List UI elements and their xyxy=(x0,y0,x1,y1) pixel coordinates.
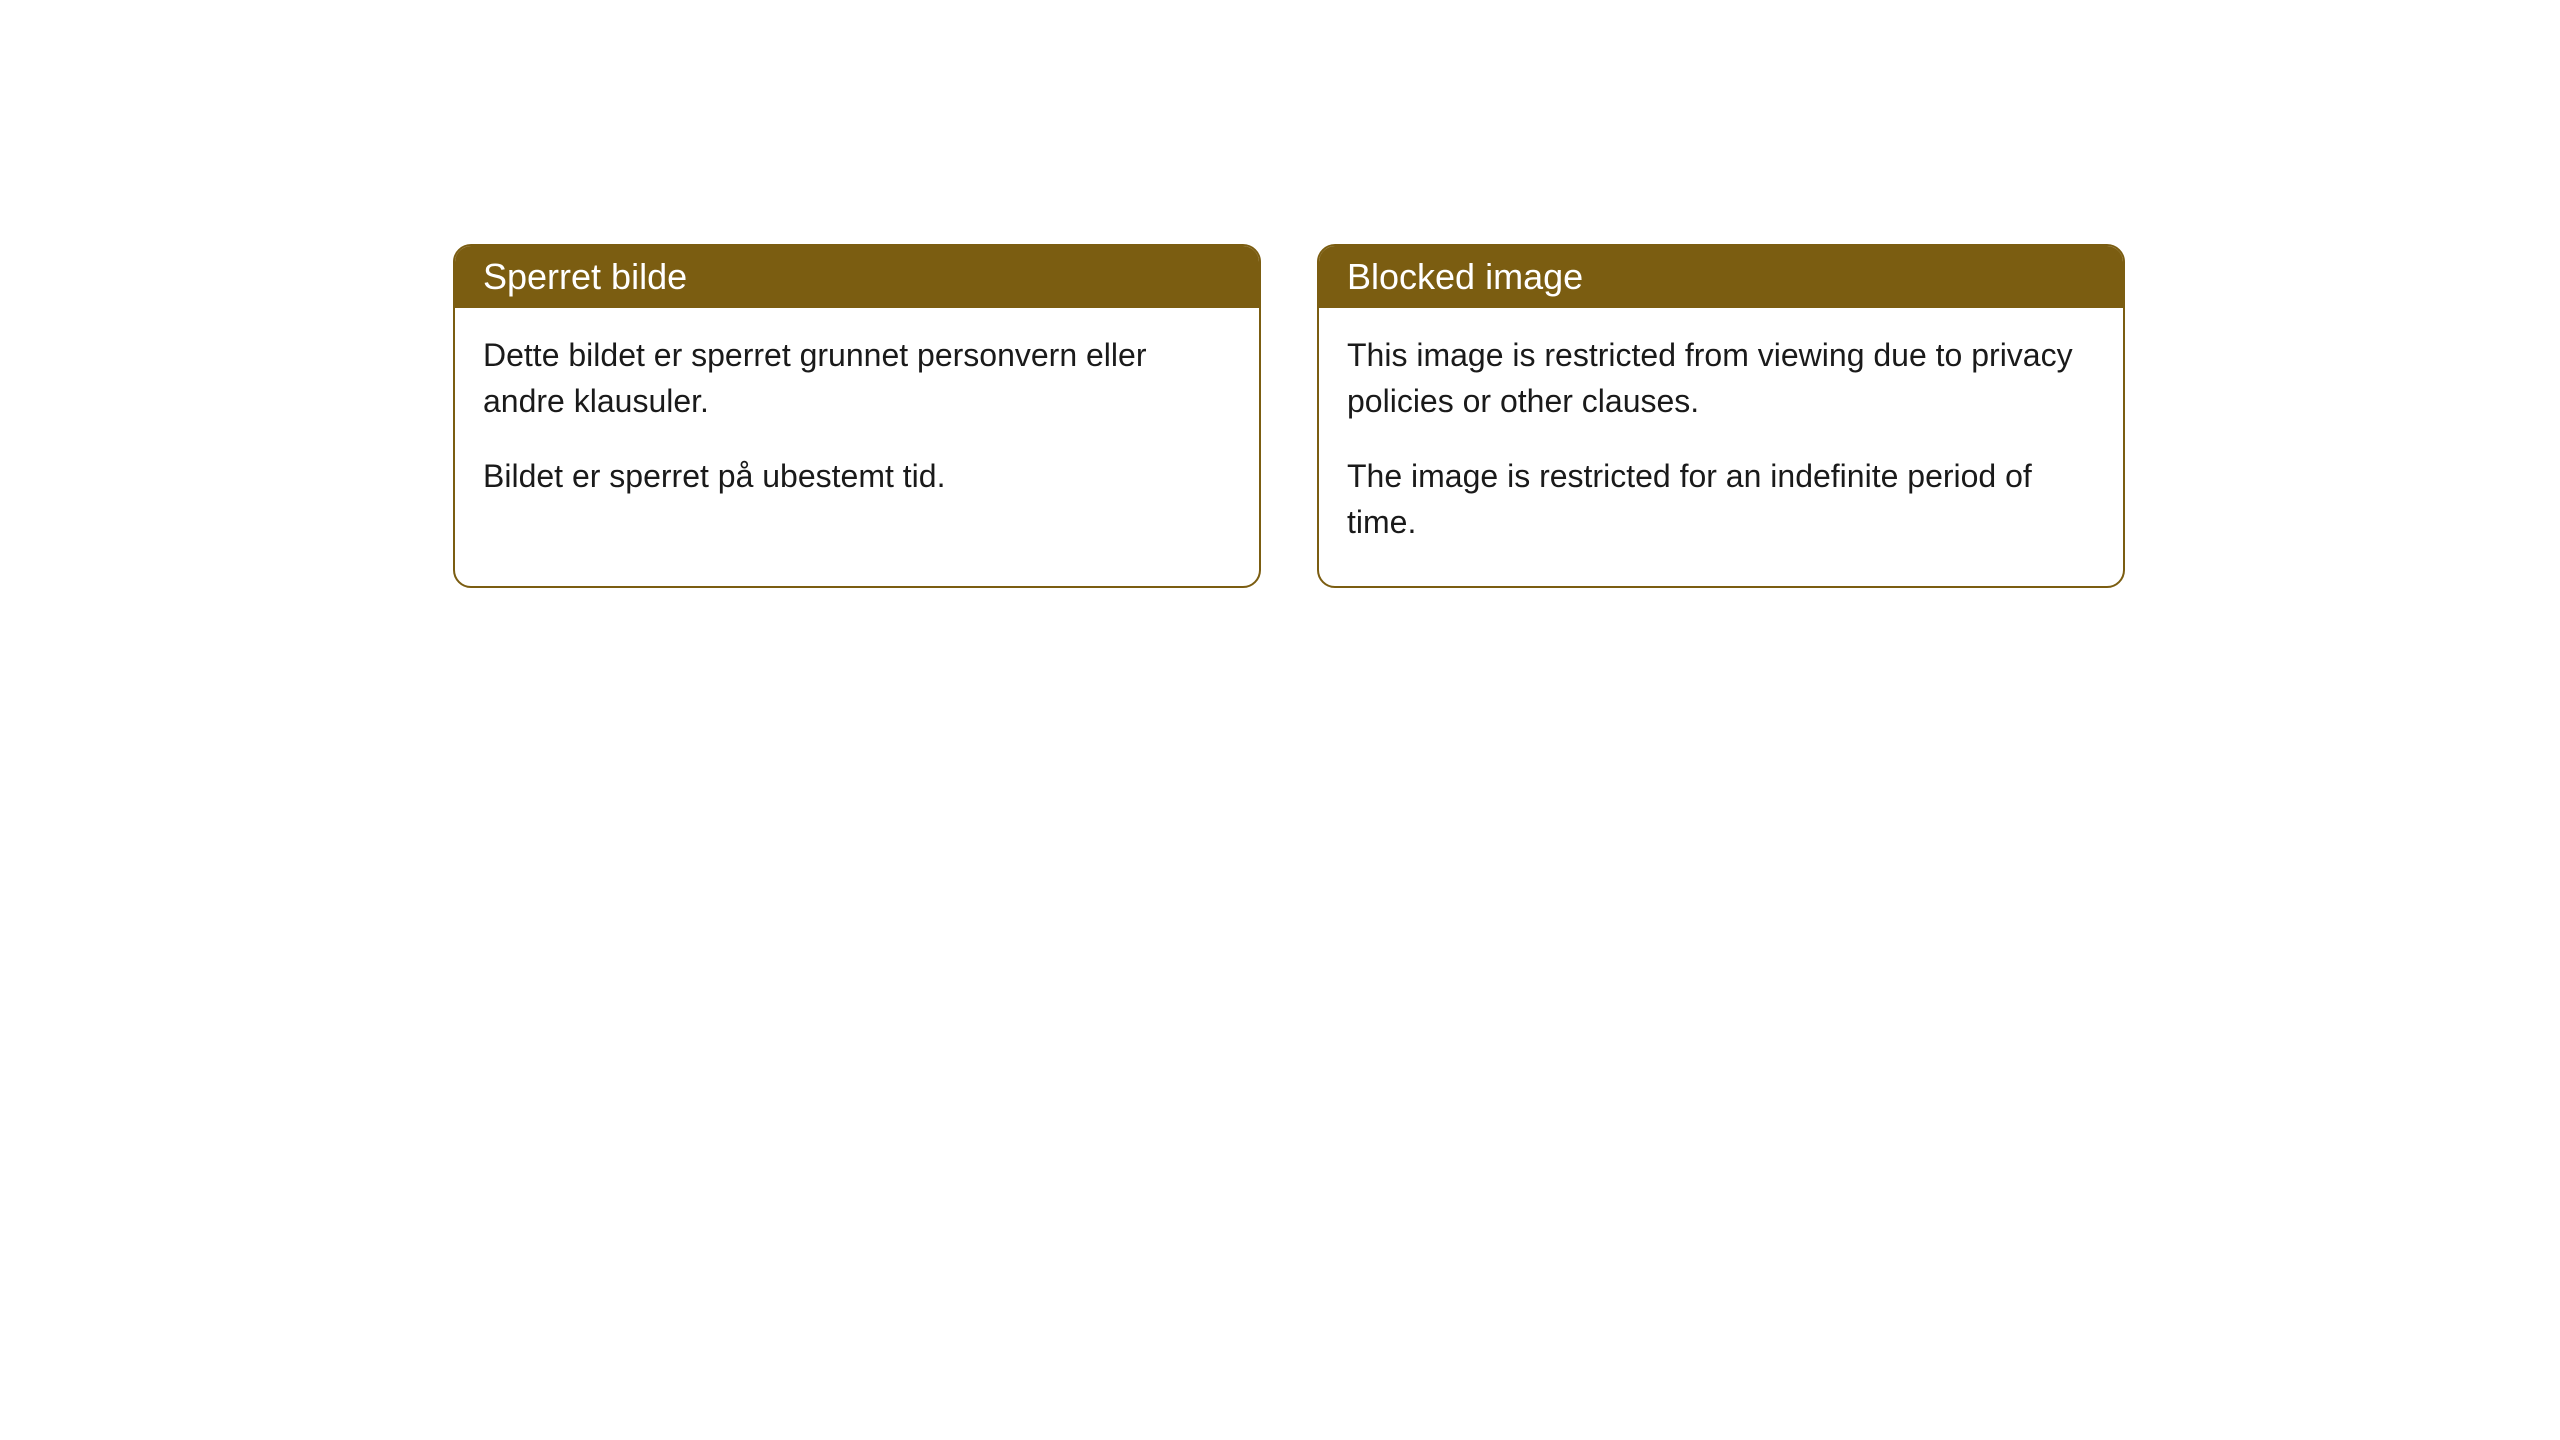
notice-card-english: Blocked image This image is restricted f… xyxy=(1317,244,2125,588)
card-title: Sperret bilde xyxy=(483,256,687,297)
card-paragraph: Dette bildet er sperret grunnet personve… xyxy=(483,332,1231,425)
card-header: Sperret bilde xyxy=(455,246,1259,308)
card-paragraph: The image is restricted for an indefinit… xyxy=(1347,453,2095,546)
card-body: This image is restricted from viewing du… xyxy=(1319,308,2123,586)
card-header: Blocked image xyxy=(1319,246,2123,308)
notice-container: Sperret bilde Dette bildet er sperret gr… xyxy=(453,244,2125,588)
card-paragraph: This image is restricted from viewing du… xyxy=(1347,332,2095,425)
card-body: Dette bildet er sperret grunnet personve… xyxy=(455,308,1259,539)
notice-card-norwegian: Sperret bilde Dette bildet er sperret gr… xyxy=(453,244,1261,588)
card-paragraph: Bildet er sperret på ubestemt tid. xyxy=(483,453,1231,499)
card-title: Blocked image xyxy=(1347,256,1583,297)
